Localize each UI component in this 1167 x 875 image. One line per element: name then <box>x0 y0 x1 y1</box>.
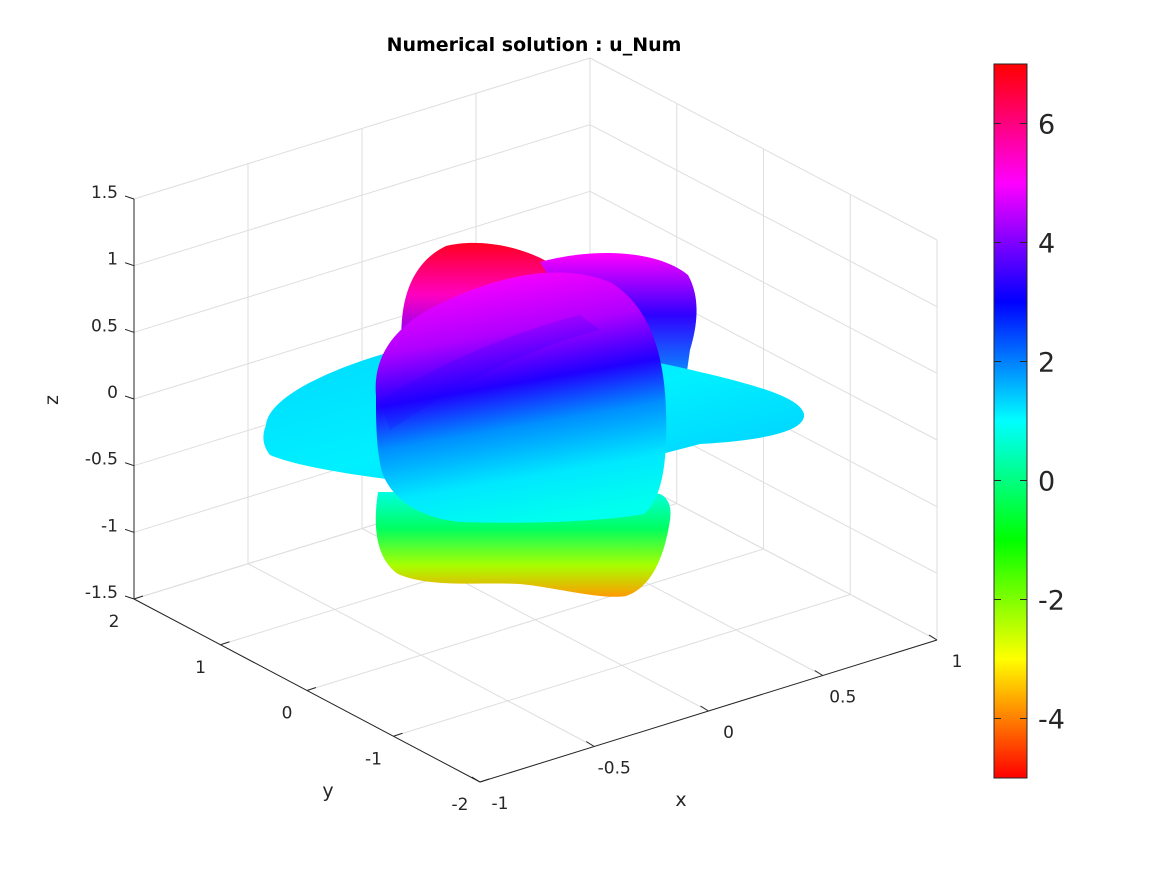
y-axis-label: y <box>322 780 333 802</box>
back-wall-grid-line <box>133 190 591 333</box>
z-tick-label: -0.5 <box>85 450 118 470</box>
colorbar: -4 -2 0 2 4 6 <box>993 63 1065 779</box>
z-tick-mark <box>124 262 135 267</box>
x-tick-mark <box>700 705 709 712</box>
x-tick-label: 0 <box>723 723 734 743</box>
y-tick-label: -1 <box>365 749 382 769</box>
colorbar-tick-label: 0 <box>1038 467 1055 498</box>
x-axis-label: x <box>675 789 686 811</box>
z-tick-label: -1.5 <box>85 583 118 603</box>
x-tick-mark <box>814 670 824 676</box>
x-tick-mark <box>471 776 481 783</box>
x-tick-label: -1 <box>492 794 509 814</box>
y-tick-mark <box>393 732 403 737</box>
side-wall-grid-line <box>589 124 938 308</box>
y-tick-mark <box>306 687 317 691</box>
surface-front-lobe <box>375 272 667 523</box>
x-tick-mark <box>585 741 595 747</box>
y-tick-labels: -2 -1 0 1 2 <box>109 612 469 815</box>
z-tick-label: 0 <box>107 383 118 403</box>
z-tick-mark <box>124 595 135 600</box>
axes-lines <box>124 195 938 783</box>
colorbar-tick-label: 2 <box>1038 348 1055 379</box>
z-tick-label: -1 <box>101 516 118 536</box>
colorbar-tick-labels: -4 -2 0 2 4 6 <box>994 110 1065 736</box>
x-tick-label: 1 <box>952 652 963 672</box>
chart-title: Numerical solution : u_Num <box>387 34 682 56</box>
y-tick-label: 2 <box>109 612 120 632</box>
back-wall-grid-line <box>133 124 591 267</box>
z-tick-label: 1 <box>107 250 118 270</box>
floor-grid-line <box>393 594 851 737</box>
y-tick-mark <box>479 778 490 783</box>
x-tick-mark <box>928 634 938 641</box>
x-tick-labels: -1 -0.5 0 0.5 1 <box>492 652 963 814</box>
y-tick-mark <box>220 641 230 646</box>
floor-grid-line <box>306 548 764 691</box>
z-tick-mark <box>124 328 135 333</box>
side-wall-grid-line <box>589 57 938 241</box>
y-tick-label: 1 <box>195 658 206 678</box>
z-tick-mark <box>124 395 135 400</box>
z-tick-mark <box>124 195 135 200</box>
colorbar-tick-label: -4 <box>1038 705 1065 736</box>
colorbar-tick-label: 4 <box>1038 229 1055 260</box>
x-tick-label: 0.5 <box>829 688 856 708</box>
colorbar-gradient <box>993 63 1028 779</box>
y-tick-mark <box>133 595 144 600</box>
z-tick-mark <box>124 528 135 533</box>
z-tick-labels: -1.5 -1 -0.5 0 0.5 1 1.5 <box>85 183 118 603</box>
surface-front-lobe-shade <box>380 315 600 430</box>
z-tick-label: 1.5 <box>91 183 118 203</box>
colorbar-tick-label: -2 <box>1038 586 1065 617</box>
surface-plot <box>263 242 805 597</box>
colorbar-tick-label: 6 <box>1038 110 1055 141</box>
z-tick-label: 0.5 <box>91 316 118 336</box>
y-tick-label: 0 <box>282 704 293 724</box>
x-tick-label: -0.5 <box>598 759 631 779</box>
y-tick-label: -2 <box>452 795 469 815</box>
z-axis-label: z <box>41 395 63 405</box>
z-tick-mark <box>124 462 135 467</box>
side-wall-grid-line <box>589 190 938 374</box>
back-wall-grid-line <box>133 57 591 200</box>
